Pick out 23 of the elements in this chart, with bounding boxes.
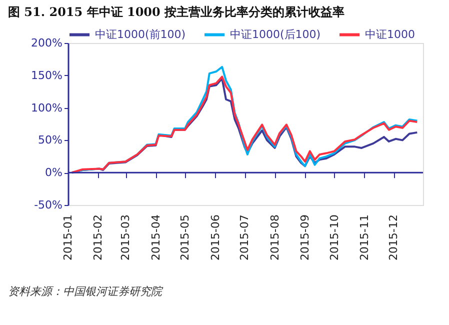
legend-label: 中证1000: [365, 28, 415, 41]
y-tick-label: 150%: [31, 68, 62, 82]
x-tick-label: 2015-11: [358, 214, 371, 260]
chart-title: 图 51. 2015 年中证 1000 按主营业务比率分类的累计收益率: [8, 5, 345, 19]
y-tick-label: 50%: [38, 134, 62, 147]
x-tick-label: 2015-10: [328, 214, 341, 260]
x-tick-label: 2015-01: [62, 214, 74, 260]
x-tick-label: 2015-03: [119, 214, 132, 260]
legend-label: 中证1000(前100): [95, 28, 186, 41]
text: 资料来源：中国银河证券研究院: [8, 285, 164, 298]
legend-label: 中证1000(后100): [230, 28, 321, 41]
x-tick-label: 2015-04: [149, 214, 162, 260]
x-tick-label: 2015-05: [178, 214, 192, 260]
x-tick-label: 2015-12: [387, 214, 400, 260]
x-tick-label: 2015-08: [268, 214, 282, 260]
y-tick-label: 100%: [31, 101, 62, 114]
y-tick-label: 200%: [31, 36, 62, 50]
y-tick-label: 0%: [45, 166, 62, 180]
x-tick-label: 2015-09: [298, 214, 312, 260]
y-tick-label: -50%: [34, 198, 62, 212]
x-tick-label: 2015-06: [208, 214, 222, 260]
x-tick-label: 2015-02: [92, 214, 105, 260]
x-tick-label: 2015-07: [238, 214, 252, 260]
